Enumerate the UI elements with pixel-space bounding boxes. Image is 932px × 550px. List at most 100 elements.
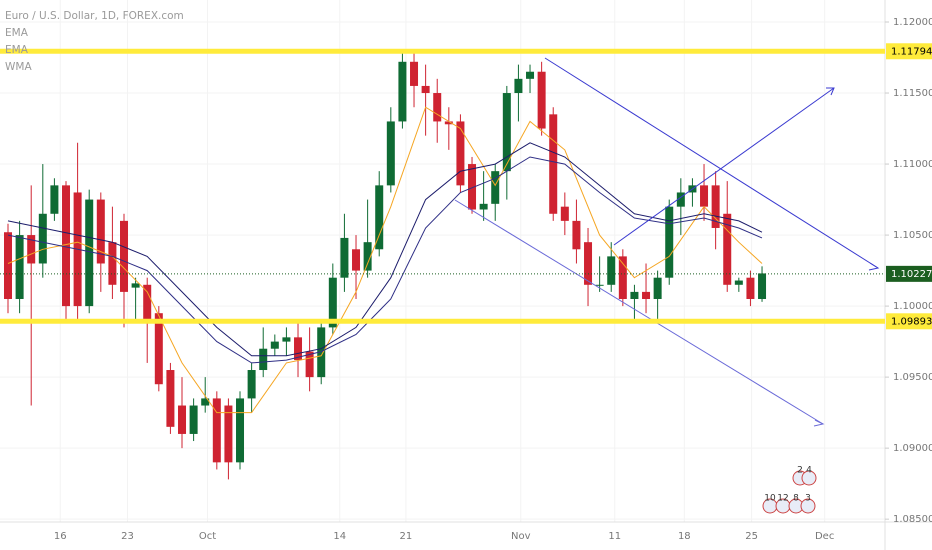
- candle-body: [734, 280, 743, 285]
- candle-body: [665, 206, 674, 278]
- x-tick-label: 21: [400, 531, 413, 542]
- candle-body: [711, 185, 720, 228]
- candle-body: [514, 78, 523, 94]
- arrow-head: [868, 262, 880, 271]
- candle-body: [328, 277, 337, 328]
- trend-line: [454, 199, 824, 425]
- y-tick-label: 1.11500: [893, 88, 932, 99]
- candle-body: [143, 284, 152, 321]
- grid-layer: [0, 0, 885, 522]
- trend-line: [613, 87, 835, 246]
- arrow-head: [826, 87, 835, 96]
- indicator-line: [7, 156, 763, 364]
- event-marker-label: 4: [806, 466, 812, 476]
- candle-body: [282, 337, 291, 342]
- candle-body: [723, 213, 732, 285]
- candle-body: [352, 249, 361, 271]
- candle-body: [27, 235, 36, 264]
- candle-body: [526, 71, 535, 79]
- x-tick-label: Dec: [815, 531, 834, 542]
- candle-body: [421, 85, 430, 94]
- candle-body: [410, 61, 419, 86]
- indicator-line: [7, 142, 763, 357]
- candle-body: [502, 93, 511, 172]
- legend-entry: EMA: [5, 27, 29, 39]
- legend-entry: EMA: [5, 44, 29, 56]
- y-tick-label: 1.09500: [893, 372, 932, 383]
- candle-body: [560, 206, 569, 221]
- candle-body: [259, 348, 268, 371]
- y-tick-label: 1.10500: [893, 230, 932, 241]
- candle-body: [294, 337, 303, 361]
- trend-line: [544, 57, 879, 269]
- candle-body: [201, 398, 210, 406]
- candle-body: [386, 121, 395, 186]
- arrow-head: [813, 419, 825, 427]
- candle-body: [491, 171, 500, 204]
- y-tick-label: 1.11000: [893, 159, 932, 170]
- x-tick-label: 25: [745, 531, 758, 542]
- candle-body: [572, 220, 581, 250]
- level-label-bg: [886, 313, 932, 330]
- candle-body: [676, 192, 685, 207]
- candle-body: [375, 185, 384, 250]
- event-marker-label: 3: [805, 494, 811, 504]
- candle-body: [537, 71, 546, 129]
- x-tick-label: 14: [333, 531, 346, 542]
- candle-body: [50, 185, 59, 214]
- candle-body: [607, 256, 616, 285]
- candle-body: [224, 405, 233, 463]
- candle-body: [305, 351, 314, 378]
- last-price-label: 1.10227: [891, 269, 932, 280]
- candle-body: [340, 237, 349, 278]
- candle-body: [630, 291, 639, 299]
- candle-body: [584, 242, 593, 285]
- candle-body: [62, 185, 71, 307]
- event-marker-label: 8: [793, 494, 799, 504]
- event-marker: [801, 470, 817, 486]
- candle-body: [15, 235, 24, 299]
- candle-body: [618, 256, 627, 299]
- x-tick-label: 16: [54, 531, 67, 542]
- event-marker-label: 12: [777, 494, 788, 504]
- candle-body: [363, 242, 372, 271]
- candle-body: [247, 370, 256, 399]
- candle-body: [653, 277, 662, 299]
- candle-body: [166, 370, 175, 427]
- candle-body: [758, 273, 767, 299]
- candle-body: [120, 220, 129, 292]
- x-tick-label: 18: [678, 531, 691, 542]
- candle-body: [108, 242, 117, 285]
- candle-body: [549, 114, 558, 214]
- candle-body: [4, 232, 13, 299]
- x-tick-label: 11: [608, 531, 621, 542]
- candle-body: [444, 121, 453, 125]
- event-marker: [800, 498, 816, 514]
- candle-body: [236, 398, 245, 463]
- indicator-line: [7, 106, 763, 414]
- candle-body: [270, 341, 279, 349]
- annotation-layer: 1.11794 1.09893 1.10227 2 4 10 12 8 3: [0, 43, 932, 514]
- candle-body: [38, 213, 47, 264]
- candle-body: [746, 277, 755, 299]
- legend-entry: WMA: [5, 61, 32, 73]
- candle-body: [131, 283, 140, 288]
- level-label: 1.09893: [891, 316, 932, 327]
- candle-body: [96, 199, 105, 264]
- y-tick-label: 1.09000: [893, 443, 932, 454]
- candle-body: [456, 121, 465, 186]
- candle-body: [317, 327, 326, 378]
- drawings: [454, 57, 880, 427]
- x-tick-label: Oct: [199, 531, 216, 542]
- event-marker-label: 2: [797, 466, 803, 476]
- candle-body: [468, 164, 477, 210]
- x-tick-label: Nov: [511, 531, 531, 542]
- level-label-bg: [886, 43, 932, 60]
- candle-body: [700, 185, 709, 207]
- candle-body: [178, 405, 187, 434]
- y-tick-label: 1.12000: [893, 17, 932, 28]
- mark-layer: [4, 53, 767, 480]
- last-price-bg: [886, 265, 932, 282]
